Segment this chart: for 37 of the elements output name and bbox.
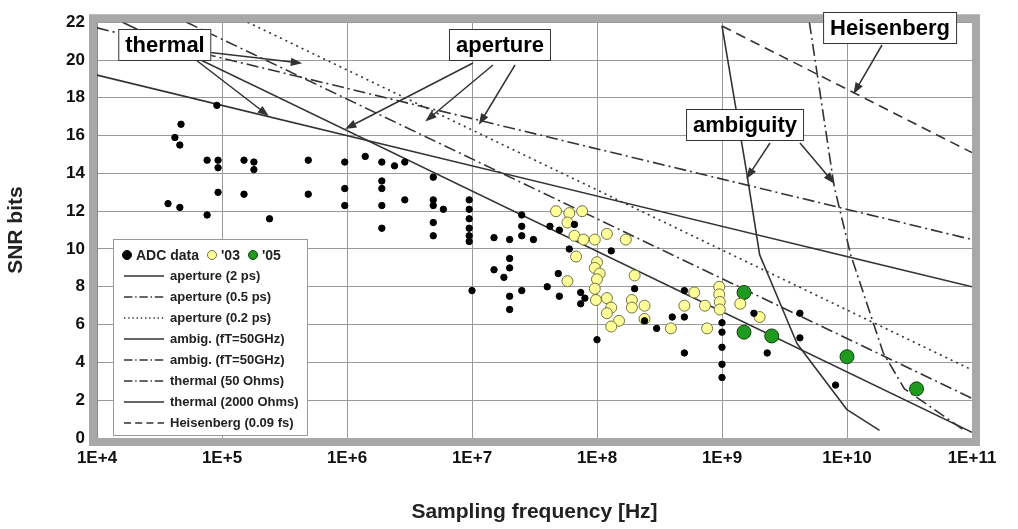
x-tick-label: 1E+9 bbox=[701, 447, 743, 467]
annotation: thermal bbox=[118, 29, 212, 61]
y-tick-label: 4 bbox=[75, 352, 86, 372]
y-tick-label: 0 bbox=[75, 427, 85, 447]
legend-label: aperture (0.2 ps) bbox=[170, 310, 272, 325]
y-tick-label: 6 bbox=[75, 314, 85, 334]
legend-label: aperture (0.5 ps) bbox=[170, 289, 272, 304]
y-tick-label: 12 bbox=[66, 200, 85, 220]
x-tick-label: 1E+4 bbox=[76, 447, 118, 467]
y-tick-label: 8 bbox=[75, 276, 85, 296]
annotation: Heisenberg bbox=[823, 12, 957, 44]
y-tick-label: 20 bbox=[66, 49, 85, 69]
y-tick-label: 16 bbox=[66, 125, 85, 145]
y-tick-label: 14 bbox=[66, 163, 86, 183]
legend-label: ambig. (fT=50GHz) bbox=[170, 331, 285, 346]
legend-label: aperture (2 ps) bbox=[170, 268, 261, 283]
y-tick-label: 2 bbox=[75, 389, 85, 409]
x-tick-label: 1E+7 bbox=[451, 447, 493, 467]
legend-label: ambig. (fT=50GHz) bbox=[170, 352, 285, 367]
annotation: aperture bbox=[448, 29, 552, 61]
legend-label: Heisenberg (0.09 fs) bbox=[170, 415, 294, 430]
legend-label: ADC data bbox=[136, 246, 200, 263]
x-tick-label: 1E+5 bbox=[201, 447, 243, 467]
x-axis-title: Sampling frequency [Hz] bbox=[411, 499, 658, 523]
y-tick-label: 10 bbox=[66, 238, 85, 258]
x-tick-label: 1E+8 bbox=[576, 447, 618, 467]
legend-label: '03 bbox=[221, 246, 240, 263]
y-tick-label: 22 bbox=[66, 11, 85, 31]
x-tick-label: 1E+6 bbox=[326, 447, 368, 467]
y-tick-label: 18 bbox=[66, 87, 85, 107]
legend-label: '05 bbox=[261, 246, 281, 263]
y-axis-title: SNR bits bbox=[3, 186, 27, 274]
legend-label: thermal (2000 Ohms) bbox=[170, 394, 299, 409]
x-tick-label: 1E+10 bbox=[822, 447, 872, 467]
annotation: ambiguity bbox=[686, 109, 804, 141]
legend-label: thermal (50 Ohms) bbox=[170, 373, 285, 388]
x-tick-label: 1E+11 bbox=[947, 447, 997, 467]
